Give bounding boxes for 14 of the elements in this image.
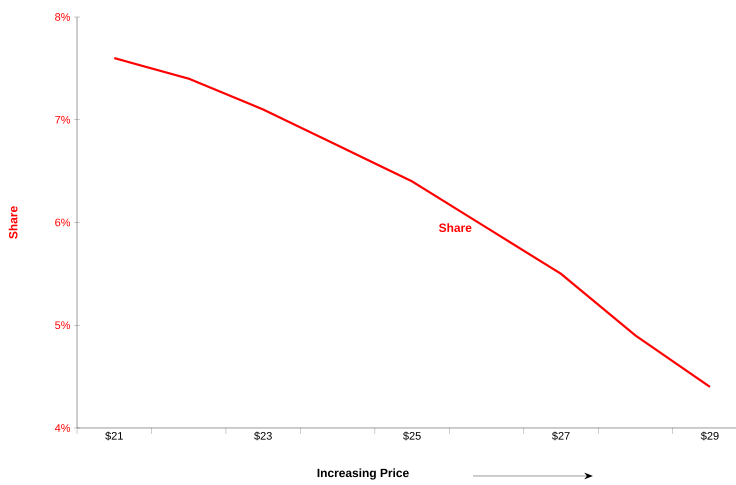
y-tick-label: 4% <box>54 424 70 432</box>
line-series <box>113 56 712 388</box>
y-axis-title: Share <box>8 206 18 239</box>
x-tick-label: $25 <box>403 432 421 440</box>
x-tick-label: $29 <box>700 432 719 440</box>
y-tick-label: 7% <box>55 116 70 124</box>
x-tick-label: $21 <box>105 432 123 440</box>
y-tick-label: 5% <box>55 321 70 330</box>
x-axis-title: Increasing Price <box>318 468 409 480</box>
x-tick-label: $27 <box>552 432 570 440</box>
y-tick-label: 8% <box>55 13 70 21</box>
y-tick-label: 6% <box>55 218 70 226</box>
series-label: Share <box>438 223 472 232</box>
x-tick-label: $23 <box>254 432 272 440</box>
